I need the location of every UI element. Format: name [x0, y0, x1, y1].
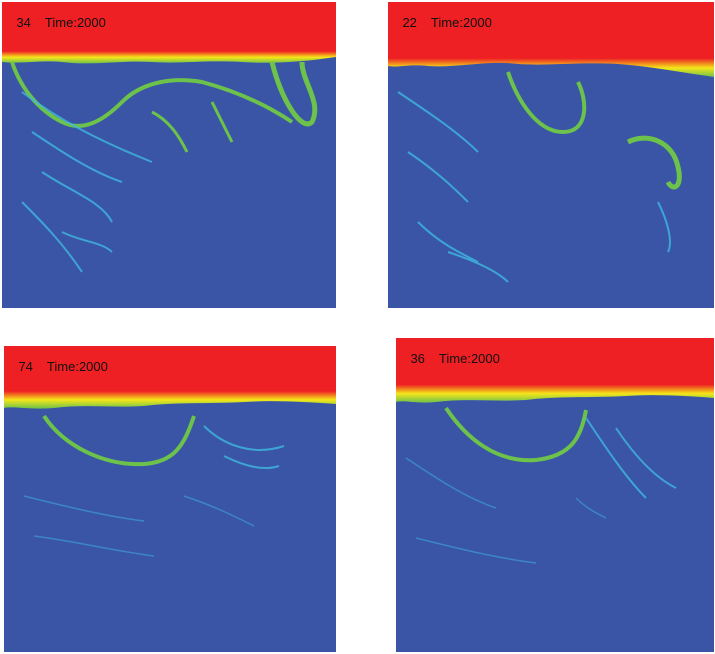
- time-label: Time:2000: [46, 359, 108, 374]
- plume-streaks: [397, 91, 671, 283]
- hot-layer: [4, 346, 336, 409]
- interface-band: [506, 71, 587, 135]
- hot-layer: [396, 338, 714, 403]
- plume-streaks: [21, 91, 153, 273]
- fluid-field-3: [4, 346, 336, 652]
- simulation-panel-3: 74 Time:2000: [4, 346, 336, 652]
- fluid-field-2: [388, 2, 714, 308]
- hot-layer: [2, 2, 336, 64]
- time-label: Time:2000: [44, 15, 106, 30]
- interface-band: [42, 414, 196, 467]
- simulation-panel-4: 36 Time:2000: [396, 338, 714, 652]
- interface-band: [10, 61, 294, 128]
- interface-band: [444, 406, 588, 463]
- simulation-panel-2: 22 Time:2000: [388, 2, 714, 308]
- panel-index: 34: [16, 15, 31, 30]
- panel-label-1: 34 Time:2000: [2, 2, 106, 44]
- time-label: Time:2000: [438, 351, 500, 366]
- hot-layer: [388, 2, 714, 77]
- panel-index: 22: [402, 15, 417, 30]
- fluid-field-1: [2, 2, 336, 308]
- panel-index: 36: [410, 351, 425, 366]
- panel-label-3: 74 Time:2000: [4, 346, 108, 388]
- time-label: Time:2000: [430, 15, 492, 30]
- plume-streaks: [23, 495, 255, 557]
- fluid-field-4: [396, 338, 714, 652]
- panel-label-4: 36 Time:2000: [396, 338, 500, 380]
- plume-streaks: [405, 457, 607, 564]
- simulation-panel-1: 34 Time:2000: [2, 2, 336, 308]
- panel-label-2: 22 Time:2000: [388, 2, 492, 44]
- panel-index: 74: [18, 359, 33, 374]
